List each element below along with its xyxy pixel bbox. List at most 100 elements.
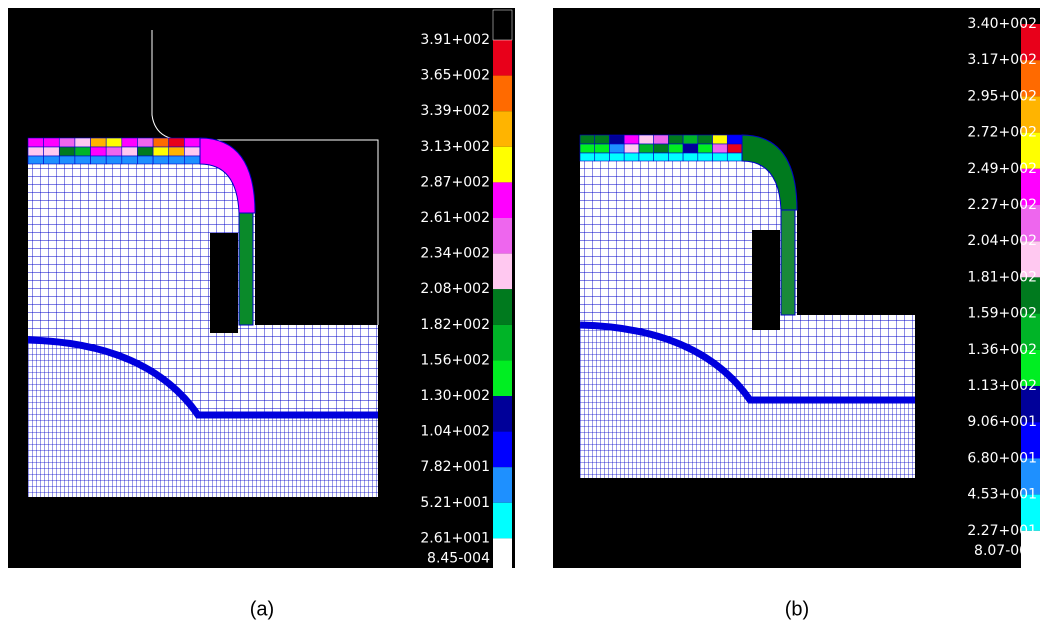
surface-cell (609, 144, 624, 153)
hole (752, 230, 780, 330)
legend-label: 1.30+002 (420, 388, 490, 404)
surface-cell (713, 153, 728, 161)
legend-label: 3.65+002 (420, 68, 490, 84)
surface-cell (698, 153, 713, 161)
legend-swatch (493, 147, 512, 183)
legend-label: 1.59+002 (967, 306, 1037, 322)
legend-label: 9.06+001 (967, 414, 1037, 430)
legend-label: 5.21+001 (420, 495, 490, 511)
legend-label: 2.87+002 (420, 174, 490, 190)
legend-label: 2.61+002 (420, 210, 490, 226)
legend-label: 1.81+002 (967, 269, 1037, 285)
surface-cell (137, 147, 153, 156)
surface-cell (106, 156, 122, 164)
panel: 3.40+0023.17+0022.95+0022.72+0022.49+002… (553, 8, 1040, 620)
surface-cell (727, 144, 742, 153)
surface-cell (609, 153, 624, 161)
surface-cell (698, 144, 713, 153)
surface-cell (122, 156, 138, 164)
surface-cell (44, 147, 60, 156)
surface-cell (122, 138, 138, 147)
legend-label: 4.53+001 (967, 487, 1037, 503)
surface-cell (668, 144, 683, 153)
legend-label: 3.39+002 (420, 103, 490, 119)
surface-cell (654, 135, 669, 144)
surface-cell (106, 138, 122, 147)
legend-swatch (493, 538, 512, 568)
surface-cell (580, 135, 595, 144)
legend-label: 1.13+002 (967, 378, 1037, 394)
surface-cell (106, 147, 122, 156)
legend-label: 8.07-004 (974, 543, 1037, 559)
legend-swatch (493, 76, 512, 112)
surface-cell (654, 153, 669, 161)
legend-label: 8.45-004 (427, 550, 490, 566)
legend-label: 2.72+002 (967, 125, 1037, 141)
legend-swatch (493, 40, 512, 76)
side-strip (781, 210, 795, 315)
legend-swatch (493, 432, 512, 468)
surface-cell (59, 138, 75, 147)
surface-cell (75, 156, 91, 164)
surface-cell (580, 153, 595, 161)
surface-cell (727, 135, 742, 144)
legend-label: 2.95+002 (967, 88, 1037, 104)
surface-cell (639, 135, 654, 144)
legend-label: 2.34+002 (420, 246, 490, 262)
legend-label: 2.49+002 (967, 161, 1037, 177)
legend-swatch (493, 111, 512, 147)
surface-cell (639, 144, 654, 153)
legend-label: 3.91+002 (420, 32, 490, 48)
surface-cell (595, 153, 610, 161)
surface-cell (153, 138, 169, 147)
surface-cell (91, 147, 107, 156)
legend-swatch (493, 254, 512, 290)
surface-cell (59, 147, 75, 156)
surface-cell (91, 156, 107, 164)
legend-label: 2.27+001 (967, 523, 1037, 539)
surface-cell (624, 135, 639, 144)
surface-cell (169, 147, 185, 156)
legend-label: 1.82+002 (420, 317, 490, 333)
surface-cell (169, 156, 185, 164)
surface-cell (713, 135, 728, 144)
surface-cell (44, 138, 60, 147)
side-strip (239, 213, 253, 325)
surface-cell (580, 144, 595, 153)
caption: (b) (785, 598, 809, 620)
figure: 3.91+002 3.65+002 3.39+002 3.13+002 2.87+002… (0, 0, 1049, 633)
legend-swatch (493, 218, 512, 254)
surface-cell (698, 135, 713, 144)
surface-cell (609, 135, 624, 144)
legend-label: 3.13+002 (420, 139, 490, 155)
surface-cell (624, 144, 639, 153)
legend-label: 3.40+002 (967, 16, 1037, 32)
legend-label: 1.04+002 (420, 424, 490, 440)
surface-cell (169, 138, 185, 147)
legend-label: 7.82+001 (420, 459, 490, 475)
legend-swatch (493, 503, 512, 539)
surface-cell (75, 138, 91, 147)
legend-label: 2.08+002 (420, 281, 490, 297)
surface-cell (184, 147, 200, 156)
legend-swatch (493, 325, 512, 361)
surface-cell (91, 138, 107, 147)
legend-label: 1.56+002 (420, 352, 490, 368)
legend-label: 2.61+001 (420, 530, 490, 546)
surface-cell (28, 138, 44, 147)
panel: 3.91+002 3.65+002 3.39+002 3.13+002 2.87+002… (8, 8, 515, 620)
legend-swatch (493, 360, 512, 396)
surface-cell (28, 156, 44, 164)
surface-cell (595, 135, 610, 144)
surface-cell (44, 156, 60, 164)
legend-swatch (493, 467, 512, 503)
surface-cell (683, 135, 698, 144)
caption: (a) (250, 598, 274, 620)
legend-label: 2.04+002 (967, 233, 1037, 249)
surface-cell (184, 138, 200, 147)
surface-cell (713, 144, 728, 153)
surface-cell (668, 153, 683, 161)
surface-cell (654, 144, 669, 153)
surface-cell (137, 138, 153, 147)
surface-cell (153, 147, 169, 156)
